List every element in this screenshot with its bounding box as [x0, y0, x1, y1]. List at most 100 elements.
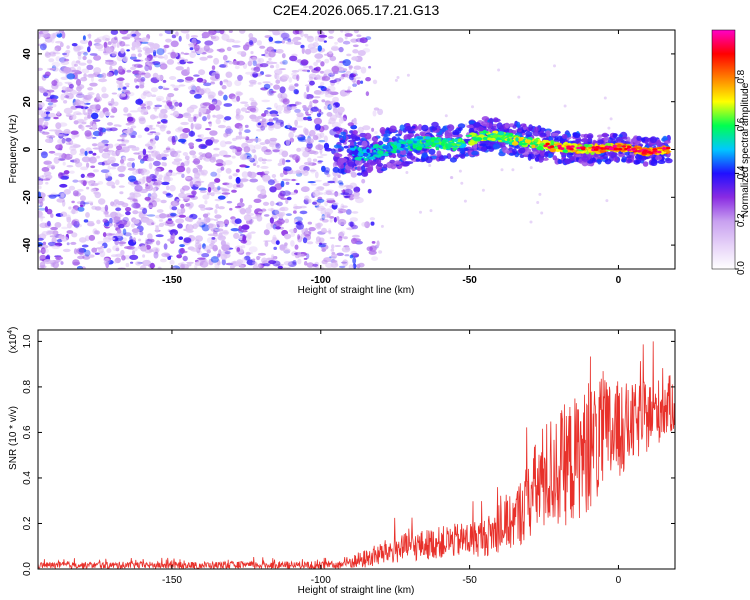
noise-blob — [281, 74, 290, 80]
noise-blob — [186, 61, 194, 64]
noise-blob — [130, 66, 136, 71]
noise-blob — [231, 189, 237, 193]
noise-blob — [170, 113, 178, 116]
noise-blob — [307, 134, 312, 139]
noise-blob — [257, 58, 265, 63]
noise-blob — [195, 138, 203, 142]
noise-blob — [269, 217, 274, 224]
noise-blob — [76, 118, 85, 123]
noise-blob — [289, 137, 295, 143]
noise-blob — [74, 99, 81, 106]
noise-blob — [213, 99, 222, 107]
noise-blob — [61, 86, 68, 91]
noise-blob — [326, 173, 331, 178]
noise-blob — [135, 261, 142, 266]
noise-blob — [248, 246, 258, 253]
noise-blob — [303, 257, 308, 260]
noise-blob — [238, 30, 246, 34]
noise-blob — [56, 81, 63, 87]
noise-blob — [60, 60, 70, 65]
noise-blob — [258, 264, 262, 269]
noise-blob — [293, 41, 302, 46]
noise-blob — [86, 186, 90, 190]
signal-blob — [363, 171, 369, 177]
noise-blob — [563, 104, 567, 108]
noise-blob — [253, 261, 257, 266]
noise-blob — [195, 221, 203, 227]
noise-blob — [250, 70, 258, 75]
signal-blob — [591, 157, 596, 162]
signal-core-blob — [425, 146, 432, 149]
noise-blob — [235, 168, 240, 173]
noise-blob — [222, 182, 230, 186]
noise-blob — [87, 87, 93, 91]
signal-blob — [428, 148, 436, 155]
signal-blob — [333, 144, 342, 149]
signal-core-blob — [536, 146, 544, 151]
noise-blob — [132, 210, 139, 215]
noise-blob — [351, 234, 360, 238]
noise-blob — [297, 234, 301, 240]
signal-blob — [504, 122, 510, 129]
noise-blob — [124, 91, 131, 95]
noise-blob — [88, 150, 93, 154]
noise-blob — [107, 159, 111, 164]
noise-blob — [66, 216, 72, 223]
noise-blob — [43, 121, 49, 126]
signal-core-blob — [349, 145, 355, 148]
noise-blob — [269, 83, 273, 86]
noise-blob — [73, 120, 79, 125]
noise-blob — [86, 94, 93, 99]
signal-peak-blob — [602, 147, 607, 150]
noise-blob — [159, 63, 168, 70]
noise-blob — [172, 233, 176, 240]
signal-blob — [489, 117, 494, 124]
noise-blob — [353, 30, 359, 34]
noise-blob — [80, 195, 86, 202]
noise-blob — [109, 65, 113, 72]
noise-blob — [517, 95, 521, 99]
noise-blob — [188, 130, 196, 137]
signal-blob — [666, 134, 671, 142]
noise-blob — [368, 250, 377, 255]
noise-blob — [38, 109, 44, 115]
noise-blob — [203, 245, 212, 252]
noise-blob — [109, 127, 118, 132]
noise-blob — [187, 85, 196, 91]
noise-blob — [166, 193, 173, 198]
noise-blob — [219, 64, 227, 68]
signal-blob — [528, 124, 533, 132]
noise-blob — [147, 132, 154, 136]
noise-blob — [271, 209, 280, 216]
signal-core-blob — [452, 145, 459, 148]
noise-blob — [49, 68, 56, 71]
noise-blob — [349, 217, 358, 222]
signal-blob — [356, 172, 363, 176]
noise-blob — [266, 107, 272, 110]
noise-blob — [78, 62, 87, 66]
noise-blob — [299, 146, 309, 152]
noise-blob — [280, 180, 285, 188]
noise-blob — [185, 176, 191, 180]
noise-blob — [71, 232, 78, 238]
noise-blob — [46, 135, 56, 139]
noise-blob — [75, 78, 82, 86]
signal-blob — [545, 130, 551, 137]
noise-blob — [193, 116, 197, 122]
noise-blob — [299, 205, 307, 209]
noise-blob — [93, 67, 102, 74]
noise-blob — [252, 60, 257, 67]
signal-blob — [479, 143, 487, 147]
noise-blob — [144, 237, 148, 244]
noise-blob — [110, 166, 117, 170]
noise-blob — [155, 124, 160, 127]
noise-blob — [294, 108, 301, 113]
noise-blob — [315, 66, 321, 72]
noise-blob — [261, 118, 268, 125]
noise-blob — [140, 218, 150, 224]
noise-blob — [283, 261, 292, 266]
noise-blob — [115, 258, 121, 262]
signal-core-blob — [431, 139, 435, 143]
noise-blob — [189, 51, 196, 59]
signal-core-blob — [555, 148, 561, 152]
